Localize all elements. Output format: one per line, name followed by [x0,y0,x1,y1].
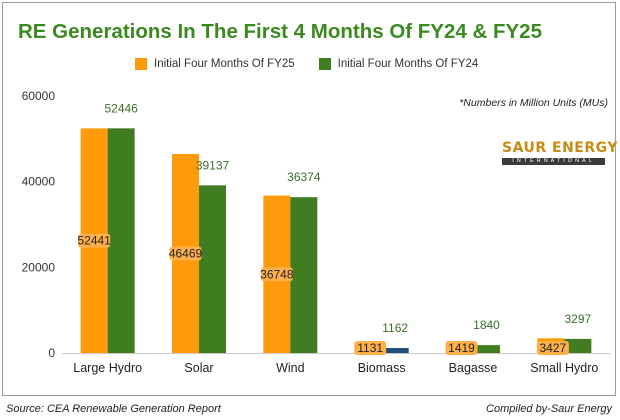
y-tick-label: 40000 [22,175,56,189]
y-tick-label: 20000 [22,260,56,274]
bar-fy24 [199,185,226,353]
data-label-fy25: 3427 [539,341,566,355]
legend-swatch-fy24 [318,58,331,70]
legend-label-fy25: Initial Four Months Of FY25 [154,58,295,70]
brand-name: SAUR ENERGY [502,140,618,156]
data-label-fy24: 1162 [382,321,408,335]
legend-item-fy25: Initial Four Months Of FY25 [135,58,295,70]
data-label-fy24: 36374 [287,170,321,184]
x-tick-label: Small Hydro [530,361,598,375]
x-tick-label: Solar [184,361,213,375]
legend-swatch-fy25 [135,58,147,70]
y-tick-label: 60000 [22,89,56,103]
legend-label-fy24: Initial Four Months Of FY24 [337,58,479,70]
x-tick-label: Large Hydro [73,361,142,375]
chart-title: RE Generations In The First 4 Months Of … [18,20,542,43]
data-label-bg-fy25 [169,246,202,261]
data-label-bg-fy25 [536,341,569,355]
source-note: Source: CEA Renewable Generation Report [6,403,221,415]
x-tick-label: Wind [276,361,305,375]
data-label-bg-fy25 [445,341,478,355]
data-label-bg-fy25 [260,267,293,282]
bar-fy24 [473,345,500,353]
legend-item-fy24: Initial Four Months Of FY24 [318,58,479,70]
legend: Initial Four Months Of FY25 Initial Four… [135,58,502,70]
data-label-fy25: 1131 [357,341,383,355]
bar-fy24 [564,338,592,353]
data-label-bg-fy25 [354,341,387,355]
data-label-fy24: 1840 [473,318,500,332]
bar-fy24 [381,348,409,353]
data-label-fy24: 52446 [104,101,138,115]
saur-energy-logo: SAUR ENERGY INTERNATIONAL [502,140,618,165]
data-label-fy24: 3297 [564,312,591,326]
brand-subtitle: INTERNATIONAL [502,158,605,165]
x-tick-label: Biomass [358,361,406,375]
compiled-by-note: Compiled by-Saur Energy [486,403,612,415]
x-tick-label: Bagasse [449,361,498,375]
data-label-fy25: 36748 [260,267,294,281]
bar-fy24 [290,197,318,353]
units-note: *Numbers in Million Units (MUs) [459,97,608,109]
data-label-fy24: 39137 [196,158,230,172]
data-label-fy25: 52441 [77,234,111,248]
data-label-bg-fy25 [78,233,111,248]
data-label-fy25: 1419 [448,341,475,355]
data-label-fy25: 46469 [169,246,203,260]
bar-fy24 [107,128,135,353]
y-tick-label: 0 [48,346,55,360]
